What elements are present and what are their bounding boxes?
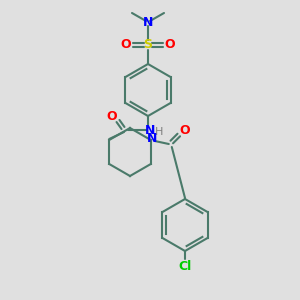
Text: N: N — [143, 16, 153, 28]
Text: S: S — [143, 38, 152, 52]
Text: O: O — [107, 110, 117, 122]
Text: Cl: Cl — [178, 260, 192, 272]
Text: N: N — [145, 124, 155, 136]
Text: O: O — [121, 38, 131, 52]
Text: O: O — [165, 38, 175, 52]
Text: H: H — [155, 127, 163, 137]
Text: O: O — [179, 124, 190, 136]
Text: N: N — [147, 133, 157, 146]
